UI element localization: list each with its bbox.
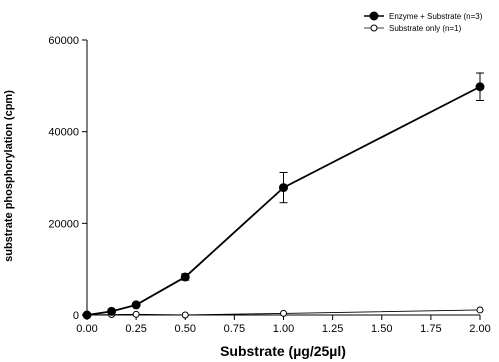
data-point-enzyme bbox=[107, 306, 117, 316]
x-tick-label: 2.00 bbox=[469, 323, 490, 335]
x-tick-label: 0.00 bbox=[76, 323, 97, 335]
x-tick-label: 1.00 bbox=[273, 323, 294, 335]
legend-marker-enzyme bbox=[369, 11, 379, 21]
axes-group: 0 20000 40000 60000 0.00 0.25 0.50 0.75 1.00 1.25… bbox=[48, 35, 490, 335]
x-tick-label: 0.75 bbox=[224, 323, 245, 335]
legend-marker-substrate bbox=[370, 24, 378, 32]
data-point-enzyme bbox=[180, 272, 190, 282]
y-axis-label: substrate phosphorylation (cpm) bbox=[3, 90, 15, 262]
data-point-substrate bbox=[280, 309, 287, 317]
x-axis-label: Substrate (µg/25µl) bbox=[220, 343, 346, 359]
y-tick-label: 0 bbox=[73, 310, 79, 322]
x-tick-label: 0.50 bbox=[175, 323, 196, 335]
x-tick-label: 1.75 bbox=[420, 323, 441, 335]
data-point-enzyme bbox=[475, 82, 485, 92]
x-tick-label: 1.25 bbox=[322, 323, 343, 335]
y-tick-label: 40000 bbox=[48, 127, 79, 139]
data-point-substrate bbox=[476, 306, 484, 314]
legend-label-substrate: Substrate only (n=1) bbox=[389, 24, 462, 33]
data-point-enzyme bbox=[279, 183, 288, 193]
data-point-substrate bbox=[181, 311, 189, 319]
x-tick-label: 1.50 bbox=[371, 323, 392, 335]
data-group bbox=[82, 72, 485, 320]
series-line-substrate bbox=[86, 309, 481, 316]
data-point-substrate bbox=[132, 310, 140, 318]
y-tick-label: 20000 bbox=[48, 218, 79, 230]
legend-label-enzyme: Enzyme + Substrate (n=3) bbox=[389, 12, 483, 21]
data-point-enzyme bbox=[82, 310, 92, 320]
data-point-enzyme bbox=[131, 300, 141, 310]
legend: Enzyme + Substrate (n=3) Substrate only … bbox=[364, 11, 483, 33]
y-tick-label: 60000 bbox=[48, 35, 79, 47]
x-tick-label: 0.25 bbox=[125, 323, 146, 335]
